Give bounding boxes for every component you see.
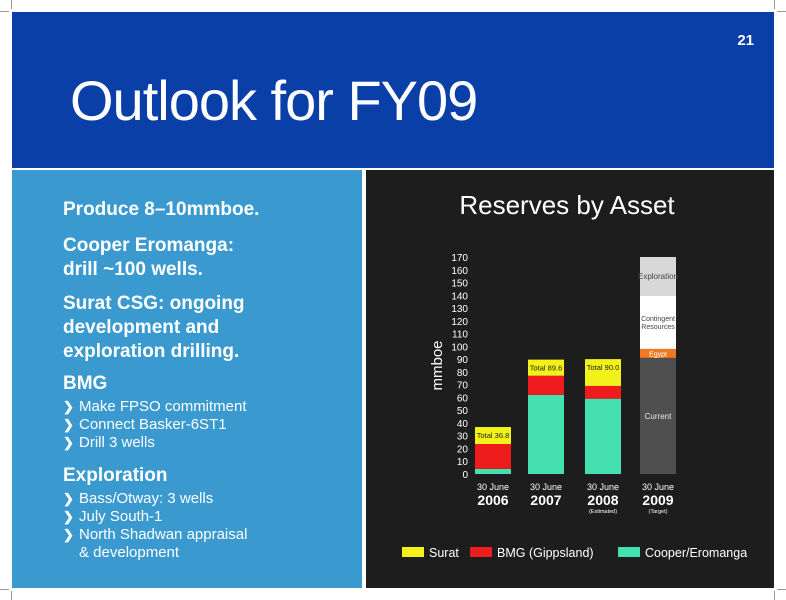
x-tick-year: 2007 [530,492,561,508]
y-tick-label: 50 [457,406,469,417]
y-tick-label: 140 [451,291,468,302]
bar-segment [475,427,511,445]
slide-header: 21 Outlook for FY09 [12,12,774,168]
list-item: ❯ Make FPSO commitment [63,398,247,415]
chart-title: Reserves by Asset [459,190,675,220]
x-tick-date: 30 June [530,482,562,492]
chevron-right-icon: ❯ [63,435,74,450]
target-bar-segment [640,257,676,296]
y-tick-label: 90 [457,355,469,366]
point-surat-csg: Surat CSG: ongoing development and explo… [63,292,245,364]
y-tick-label: 20 [457,444,469,455]
y-axis-label: mmboe [429,340,446,390]
target-bar-segment [640,295,676,349]
x-tick-note: (Estimated) [589,509,617,515]
bar-segment [528,394,564,474]
bar-segment [475,444,511,469]
bmg-list: ❯ Make FPSO commitment ❯ Connect Basker-6S… [63,398,247,452]
x-tick-note: (Target) [649,509,668,515]
y-tick-label: 0 [462,470,468,481]
exploration-list: ❯ Bass/Otway: 3 wells ❯ July South-1 ❯ Nort… [63,490,247,562]
crop-mark-tl-h [0,11,9,12]
page-number: 21 [737,32,754,49]
left-panel [12,170,362,588]
total-label: Total 36.8 [477,431,510,440]
y-tick-label: 120 [451,317,468,328]
crop-mark-br-v [774,591,775,600]
x-tick-date: 30 June [642,482,674,492]
bar-segment [528,359,564,376]
crop-mark-tl-v [11,0,12,9]
target-bar-segment [640,357,676,474]
y-tick-label: 70 [457,381,469,392]
bar-segment [585,385,621,399]
y-tick-label: 110 [452,330,468,341]
bmg-heading: BMG [63,373,108,394]
legend-swatch [470,547,492,557]
x-tick-year: 2008 [587,492,618,508]
y-tick-label: 100 [451,342,468,353]
target-segment-label: Exploration [638,272,678,281]
chart-panel: Reserves by Asset 0 10 20 30 40 50 60 70 80 90 100… [366,170,774,588]
target-segment-label: Resources [641,324,675,331]
legend-swatch [402,547,424,557]
reserves-chart: 0102030405060708090100110120130140150160… [402,253,747,560]
y-tick-label: 40 [457,419,469,430]
total-label: Total 90.0 [587,363,620,372]
chevron-right-icon: ❯ [63,491,74,506]
exploration-heading: Exploration [63,465,168,486]
y-tick-label: 130 [451,304,468,315]
list-item: ❯ Drill 3 wells [63,434,155,451]
list-item: ❯ July South-1 [63,508,163,525]
target-segment-label: Current [645,412,672,421]
chevron-right-icon: ❯ [63,399,74,414]
bar-segment [528,375,564,395]
crop-mark-br-h [777,589,786,590]
slide-title: Outlook for FY09 [70,69,478,132]
list-item: ❯ North Shadwan appraisal [63,526,248,543]
point-produce: Produce 8–10mmboe. [63,199,260,220]
crop-mark-bl-h [0,589,9,590]
bar-segment [585,359,621,386]
target-segment-label: Egypt [649,351,667,358]
x-tick-date: 30 June [477,482,509,492]
point-cooper-line-1: Cooper Eromanga: [63,235,235,256]
y-tick-label: 10 [457,457,469,468]
chevron-right-icon: ❯ [63,509,74,524]
point-cooper-eromanga: Cooper Eromanga: drill ~100 wells. [63,234,234,282]
chevron-right-icon: ❯ [63,527,74,542]
point-surat-line-1: Surat CSG: ongoing [63,293,245,314]
target-bar-segment [640,348,676,358]
y-tick-label: 170 [451,253,468,264]
y-tick-label: 60 [457,393,469,404]
x-tick-year: 2009 [642,492,673,508]
legend-label: Surat [429,546,459,560]
list-item: ❯ Connect Basker-6ST1 [63,416,227,433]
point-surat-line-3: exploration drilling. [63,341,240,362]
point-cooper-line-2: drill ~100 wells. [63,259,203,280]
list-item: ❯ Bass/Otway: 3 wells [63,490,214,507]
chevron-right-icon: ❯ [63,417,74,432]
total-label: Total 89.6 [530,364,563,373]
y-tick-label: 30 [457,432,469,443]
x-tick-year: 2006 [477,492,508,508]
list-item: & development [79,544,180,561]
crop-mark-tr-v [774,0,775,9]
bar-segment [585,398,621,474]
crop-mark-bl-v [11,591,12,600]
crop-mark-tr-h [777,11,786,12]
y-tick-label: 160 [451,266,468,277]
bar-segment [475,468,511,474]
y-tick-label: 80 [457,368,469,379]
x-tick-date: 30 June [587,482,619,492]
legend-swatch [618,547,640,557]
y-tick-label: 150 [451,279,468,290]
point-surat-line-2: development and [63,317,220,338]
target-segment-label: Contingent [641,316,675,323]
legend-label: Cooper/Eromanga [645,546,747,560]
legend-label: BMG (Gippsland) [497,546,594,560]
